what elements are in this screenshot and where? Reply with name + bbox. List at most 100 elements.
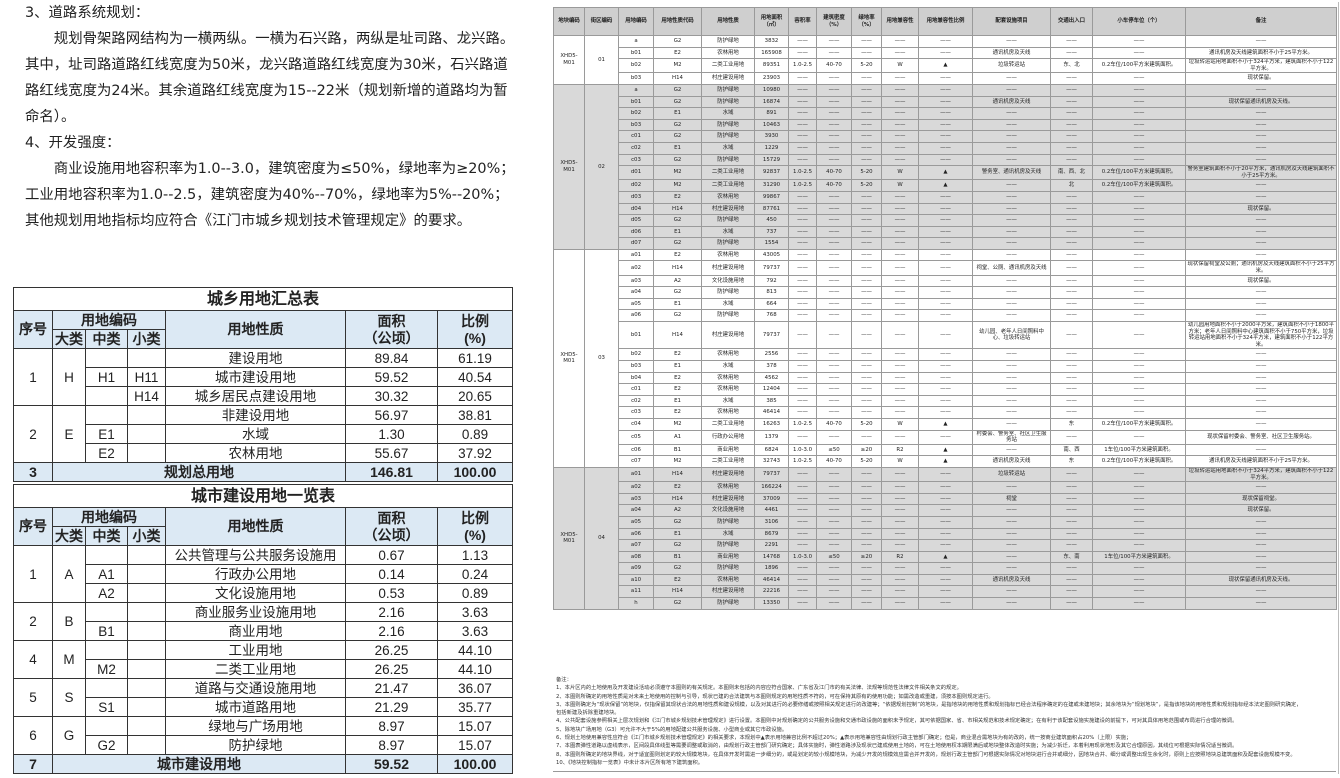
urban-construction-land-table: 城市建设用地一览表 序号 用地编码 用地性质 面积 （公顷） 比例 (%) 大类 中类 小类 1 A 公共… (12, 484, 514, 774)
table-row: G2 防护绿地 8.97 15.07 (14, 735, 514, 755)
column-header: 交通出入口 (1050, 7, 1093, 36)
ratio-cell: 61.19 (436, 348, 514, 368)
building-density-cell: —— (816, 527, 852, 541)
building-density-cell: —— (816, 321, 852, 350)
land-code-cell: d03 (618, 190, 654, 204)
nature-cell: 道路与交通设施用地 (165, 678, 346, 698)
land-code-cell: b03 (618, 360, 654, 373)
compatibility-cell: —— (881, 466, 919, 483)
building-density-cell: —— (816, 371, 852, 385)
facilities-cell: —— (972, 107, 1051, 120)
land-use-nature-cell: 村庄建设用地 (701, 72, 755, 85)
compatibility-ratio-cell: —— (918, 274, 973, 288)
land-area-cell: 4562 (754, 371, 789, 385)
table-row: b01 H14 村庄建设用地 79737 —— —— —— —— —— 幼儿园、老年人日间照料中心… (554, 321, 1337, 350)
land-area-cell: 450 (754, 214, 789, 227)
compatibility-ratio-cell: —— (918, 406, 973, 419)
compatibility-cell: —— (881, 35, 919, 48)
land-area-cell: 89351 (754, 58, 789, 74)
header-ratio-unit: (%) (464, 329, 486, 346)
facilities-cell: —— (972, 83, 1051, 97)
mid-class-cell: B1 (85, 621, 128, 641)
area-cell: 26.25 (345, 640, 438, 660)
access-cell: —— (1050, 202, 1093, 216)
column-header: 街区编码 (584, 7, 619, 36)
green-ratio-cell: —— (851, 248, 882, 262)
nature-cell: 水域 (165, 424, 346, 444)
mid-class-cell: G2 (85, 735, 128, 755)
green-ratio-cell: —— (851, 504, 882, 517)
land-use-nature-cell: 防护绿地 (701, 286, 755, 299)
floor-area-ratio-cell: —— (788, 309, 817, 323)
green-ratio-cell: —— (851, 297, 882, 311)
land-use-nature-cell: 水域 (701, 527, 755, 541)
land-code-cell: a02 (618, 481, 654, 494)
total-label: 规划总用地 (52, 462, 346, 482)
table-row: XHD5-M01 01 a G2 防护绿地 3832 —— —— —— —— —— —— —— —— —— (553, 35, 1337, 85)
land-use-code-cell: H14 (653, 260, 702, 276)
minor-class-cell (127, 545, 166, 565)
floor-area-ratio-cell: —— (788, 466, 817, 483)
table-row: b03 H14 村庄建设用地 23903 —— —— —— —— —— —— —— —— 现状保留。 (554, 72, 1337, 85)
remark-cell: —— (1185, 190, 1337, 204)
column-header: 用地兼容性比例 (918, 7, 973, 36)
remark-cell: 垃圾转运站用地面积不小于324平方米，建筑面积不小于122平方米。 (1185, 58, 1337, 74)
land-code-cell: a03 (618, 274, 654, 288)
total-row: 3 规划总用地 146.81 100.00 (13, 462, 514, 482)
floor-area-ratio-cell: —— (788, 597, 817, 610)
land-code-cell: a02 (618, 260, 654, 276)
floor-area-ratio-cell: —— (788, 202, 817, 216)
compatibility-cell: —— (881, 202, 919, 216)
facilities-cell: 通讯机房及天线 (972, 455, 1051, 468)
building-density-cell: —— (816, 83, 852, 97)
floor-area-ratio-cell: 1.0-2.5 (788, 165, 817, 181)
land-code-cell: d02 (618, 179, 654, 192)
floor-area-ratio-cell: —— (788, 406, 817, 419)
building-density-cell: —— (816, 297, 852, 311)
green-ratio-cell: —— (851, 286, 882, 299)
table-row: 1 A 公共管理与公共服务设施用 0.67 1.13 (13, 545, 514, 603)
table-row: c02 E1 水域 1229 —— —— —— —— —— —— —— —— —— (554, 141, 1337, 155)
table-row: a06 G2 防护绿地 768 —— —— —— —— —— —— —— —— —— (554, 309, 1337, 323)
compatibility-cell: —— (881, 286, 919, 299)
facilities-cell: —— (972, 35, 1051, 48)
floor-area-ratio-cell: —— (788, 562, 817, 575)
column-header: 用地性质代码 (653, 7, 702, 36)
parking-cell: —— (1092, 527, 1186, 541)
land-area-cell: 79737 (754, 321, 789, 350)
land-use-code-cell: G2 (653, 237, 702, 250)
facilities-cell: 村委会、警务室、社区卫生服务站 (972, 429, 1051, 445)
facilities-cell: —— (972, 237, 1051, 250)
header-major: 大类 (52, 329, 86, 349)
remark-cell: 现状保留通讯机房及天线。 (1185, 573, 1337, 587)
land-area-cell: 13350 (754, 597, 789, 610)
parking-cell: —— (1092, 597, 1186, 610)
access-cell: —— (1050, 597, 1093, 610)
table-row: d05 G2 防护绿地 450 —— —— —— —— —— —— —— —— —— (554, 214, 1337, 227)
compatibility-cell: —— (881, 481, 919, 494)
table-row: b03 E1 水域 378 —— —— —— —— —— —— —— —— —— (554, 360, 1337, 373)
building-density-cell: —— (816, 107, 852, 120)
table-row: a04 G2 防护绿地 813 —— —— —— —— —— —— —— —— —— (554, 286, 1337, 299)
parking-cell: —— (1092, 394, 1186, 408)
header-area-unit: （公顷） (363, 329, 420, 346)
table-row: b03 G2 防护绿地 10463 —— —— —— —— —— —— —— —— —— (554, 118, 1337, 132)
remark-cell: 现状保留通讯机房及天线。 (1185, 95, 1337, 109)
ratio-cell: 40.54 (436, 367, 514, 387)
facilities-cell: —— (972, 539, 1051, 552)
land-use-nature-cell: 防护绿地 (701, 309, 755, 323)
building-density-cell: —— (816, 248, 852, 262)
land-area-cell: 12404 (754, 383, 789, 396)
compatibility-cell: W (881, 417, 919, 431)
building-density-cell: —— (816, 504, 852, 517)
nature-cell: 公共管理与公共服务设施用 (165, 545, 346, 565)
compatibility-ratio-cell: ▲ (918, 58, 973, 74)
area-cell: 21.29 (345, 697, 438, 717)
building-density-cell: 40-70 (816, 58, 852, 74)
facilities-cell: —— (972, 286, 1051, 299)
facilities-cell: —— (972, 248, 1051, 262)
building-density-cell: —— (816, 348, 852, 361)
access-cell: —— (1050, 95, 1093, 109)
land-use-code-cell: H14 (653, 585, 702, 599)
land-use-nature-cell: 防护绿地 (701, 562, 755, 575)
